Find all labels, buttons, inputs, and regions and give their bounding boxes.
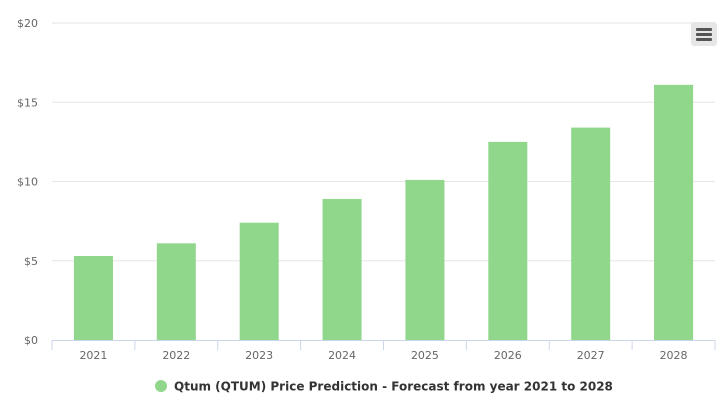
x-axis xyxy=(51,340,716,350)
bar-2027[interactable] xyxy=(571,127,611,340)
y-axis-labels: $0 $5 $10 $15 $20 xyxy=(17,17,38,347)
bar-2022[interactable] xyxy=(156,243,196,340)
bar-2023[interactable] xyxy=(239,222,279,340)
bar-2021[interactable] xyxy=(73,255,113,340)
legend-marker-icon xyxy=(155,380,167,392)
y-tick-label: $15 xyxy=(17,96,38,109)
x-tick-label: 2026 xyxy=(494,349,522,362)
x-tick-label: 2028 xyxy=(660,349,688,362)
hamburger-menu-icon[interactable] xyxy=(691,22,717,46)
x-tick-label: 2022 xyxy=(162,349,190,362)
x-tick-label: 2024 xyxy=(328,349,356,362)
bar-2025[interactable] xyxy=(405,179,445,340)
y-tick-label: $0 xyxy=(24,334,38,347)
legend-label: Qtum (QTUM) Price Prediction - Forecast … xyxy=(174,380,613,394)
y-tick-label: $5 xyxy=(24,255,38,268)
y-tick-label: $20 xyxy=(17,17,38,30)
bar-2028[interactable] xyxy=(654,84,694,340)
x-tick-label: 2023 xyxy=(245,349,273,362)
bar-2024[interactable] xyxy=(322,198,362,340)
x-tick-label: 2027 xyxy=(577,349,605,362)
legend[interactable]: Qtum (QTUM) Price Prediction - Forecast … xyxy=(155,380,613,394)
bar-2026[interactable] xyxy=(488,141,528,340)
y-tick-label: $10 xyxy=(17,176,38,189)
y-gridlines xyxy=(52,22,715,262)
x-axis-labels: 2021 2022 2023 2024 2025 2026 2027 2028 xyxy=(79,349,687,362)
x-tick-label: 2021 xyxy=(79,349,107,362)
x-tick-label: 2025 xyxy=(411,349,439,362)
bars xyxy=(73,84,694,340)
